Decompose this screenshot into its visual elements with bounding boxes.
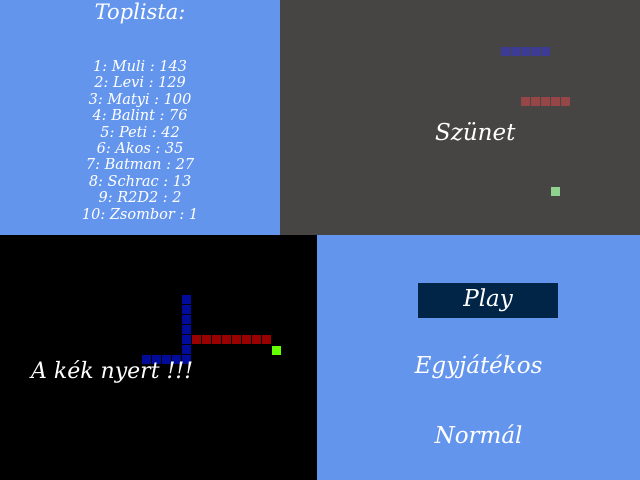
blue-snake-segment: [521, 47, 530, 56]
toplist-panel: Toplista: 1: Muli : 143 2: Levi : 129 3:…: [0, 0, 280, 235]
food-block: [551, 187, 560, 196]
blue-snake-segment: [182, 325, 191, 334]
toplist-entry: 5: Peti : 42: [100, 124, 180, 141]
red-snake-segment: [262, 335, 271, 344]
toplist-entry: 7: Batman : 27: [85, 157, 195, 174]
red-snake-segment: [252, 335, 261, 344]
main-menu: Play Egyjátékos Normál: [317, 235, 640, 480]
play-button[interactable]: Play: [418, 283, 558, 318]
red-snake-segment: [561, 97, 570, 106]
blue-snake-segment: [182, 345, 191, 354]
winner-message: A kék nyert !!!: [31, 359, 194, 384]
blue-snake-segment: [172, 355, 181, 364]
blue-snake-segment: [182, 335, 191, 344]
blue-snake-segment: [182, 305, 191, 314]
blue-snake-segment: [541, 47, 550, 56]
toplist-title: Toplista:: [94, 0, 186, 24]
blue-snake-segment: [142, 355, 151, 364]
blue-snake-segment: [182, 355, 191, 364]
red-snake-segment: [192, 335, 201, 344]
blue-snake-segment: [182, 315, 191, 324]
red-snake-segment: [551, 97, 560, 106]
difficulty-option[interactable]: Normál: [434, 423, 523, 449]
toplist-entry: 2: Levi : 129: [94, 75, 186, 92]
blue-snake-segment: [511, 47, 520, 56]
toplist-entry: 1: Muli : 143: [93, 59, 187, 75]
blue-snake-segment: [501, 47, 510, 56]
toplist-entry: 8: Schrac : 13: [88, 173, 192, 190]
pause-label: Szünet: [435, 120, 516, 146]
toplist-entry: 9: R2D2 : 2: [98, 190, 182, 207]
red-snake-segment: [242, 335, 251, 344]
toplist-entry: 3: Matyi : 100: [88, 91, 192, 108]
blue-snake-segment: [182, 295, 191, 304]
game-over-panel: A kék nyert !!!: [0, 235, 317, 480]
blue-snake-segment: [152, 355, 161, 364]
food-block: [272, 346, 281, 355]
red-snake-segment: [222, 335, 231, 344]
toplist-entry: 10: Zsombor : 1: [81, 206, 199, 223]
blue-snake-segment: [162, 355, 171, 364]
red-snake-segment: [531, 97, 540, 106]
red-snake-segment: [521, 97, 530, 106]
mode-option[interactable]: Egyjátékos: [414, 353, 543, 379]
toplist-entries: 1: Muli : 143 2: Levi : 129 3: Matyi : 1…: [0, 59, 280, 223]
red-snake-segment: [541, 97, 550, 106]
red-snake-segment: [232, 335, 241, 344]
toplist-entry: 6: Akos : 35: [96, 141, 184, 158]
blue-snake-segment: [531, 47, 540, 56]
toplist-entry: 4: Balint : 76: [92, 108, 188, 125]
red-snake-segment: [202, 335, 211, 344]
paused-game-panel: Szünet: [280, 0, 640, 235]
red-snake-segment: [212, 335, 221, 344]
